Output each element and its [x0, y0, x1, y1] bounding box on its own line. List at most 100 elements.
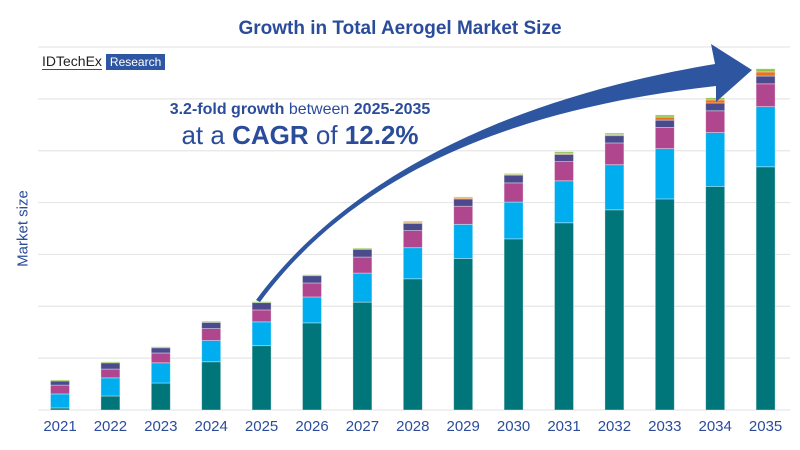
- bar-segment-2027-s2: [352, 272, 373, 303]
- bar-segment-2031-s3: [554, 161, 574, 182]
- x-tick-label: 2031: [547, 418, 580, 435]
- bar-segment-2029-s2: [453, 223, 474, 259]
- bar-segment-2022-s6: [100, 361, 121, 364]
- x-tick-label: 2033: [648, 418, 681, 435]
- bar-segment-2028-s3: [402, 230, 423, 249]
- bar-segment-2031-s2: [554, 180, 574, 224]
- x-tick-label: 2030: [497, 418, 530, 435]
- x-tick-label: 2034: [699, 418, 732, 435]
- x-tick-label: 2021: [43, 418, 76, 435]
- bar-segment-2031-s4: [554, 153, 574, 163]
- bar-segment-2030-s3: [503, 182, 524, 203]
- bar-segment-2029-s4: [453, 198, 474, 207]
- bar-segment-2024-s2: [201, 340, 222, 363]
- bar-segment-2027-s6: [352, 247, 373, 250]
- annotation-of: of: [315, 120, 338, 150]
- idtechex-logo: IDTechEx Research: [42, 53, 166, 70]
- bar-segment-2030-s2: [503, 201, 524, 240]
- bar-segment-2032-s6: [604, 132, 625, 136]
- chart-title: Growth in Total Aerogel Market Size: [238, 18, 562, 39]
- bar-segment-2034-s1: [705, 186, 726, 411]
- bar-segment-2034-s5: [705, 99, 726, 104]
- bar-segment-2026-s3: [302, 282, 322, 298]
- bar-segment-2034-s6: [705, 97, 726, 101]
- bar-segment-2028-s4: [402, 222, 423, 231]
- bar-segment-2022-s4: [100, 362, 121, 370]
- bar-segment-2027-s3: [352, 256, 373, 274]
- logo-tag: Research: [105, 54, 166, 70]
- bar-segment-2024-s1: [201, 361, 222, 411]
- growth-arrow: [256, 44, 752, 302]
- bar-segment-2033-s1: [654, 198, 675, 411]
- bar-segment-2031-s1: [554, 222, 574, 411]
- x-tick-label: 2028: [396, 418, 429, 435]
- annotation-cagr: CAGR: [232, 120, 309, 150]
- bar-segment-2024-s6: [201, 320, 222, 323]
- annotation-cagr-value: 12.2%: [344, 120, 419, 150]
- bar-segment-2032-s1: [604, 209, 625, 411]
- bar-segment-2030-s1: [503, 238, 524, 411]
- bar-segment-2028-s6: [402, 220, 423, 223]
- bar-segment-2025-s6: [251, 301, 272, 304]
- bar-segment-2023-s3: [150, 352, 171, 364]
- x-tick-label: 2025: [245, 418, 278, 435]
- bar-segment-2025-s2: [251, 321, 272, 347]
- x-tick-label: 2026: [295, 418, 328, 435]
- bar-segment-2034-s3: [705, 110, 726, 133]
- bar-segment-2030-s6: [503, 173, 524, 175]
- annotation-at-a: at a: [181, 120, 225, 150]
- y-axis-label: Market size: [14, 190, 32, 267]
- x-tick-label: 2035: [749, 418, 782, 435]
- bar-segment-2025-s1: [251, 345, 272, 411]
- bar-segment-2029-s6: [453, 196, 474, 199]
- annotation-line2: at a CAGR of 12.2%: [150, 120, 450, 151]
- bar-segment-2027-s4: [352, 248, 373, 258]
- x-tick-label: 2032: [598, 418, 631, 435]
- bar-segment-2024-s3: [201, 328, 222, 341]
- x-tick-label: 2024: [195, 418, 228, 435]
- bar-segment-2034-s4: [705, 102, 726, 112]
- x-tick-label: 2029: [447, 418, 480, 435]
- bar-segment-2022-s2: [100, 377, 121, 397]
- bar-segment-2029-s3: [453, 205, 474, 225]
- bar-segment-2026-s2: [302, 296, 322, 324]
- bar-segment-2032-s3: [604, 142, 625, 166]
- bar-segment-2028-s2: [402, 247, 423, 280]
- bar-segment-2031-s6: [554, 151, 574, 154]
- bar-segment-2025-s3: [251, 309, 272, 323]
- logo-brand: IDTechEx: [42, 53, 102, 70]
- annotation-growth: 3.2-fold growth: [169, 101, 285, 118]
- bar-segment-2033-s4: [654, 119, 675, 128]
- bar-segment-2028-s1: [402, 278, 423, 411]
- bar-segment-2021-s3: [50, 384, 70, 395]
- bar-segment-2023-s2: [150, 362, 171, 384]
- bar-segment-2026-s4: [302, 275, 322, 284]
- bar-segment-2034-s2: [705, 132, 726, 187]
- bar-segment-2035-s4: [755, 75, 776, 85]
- bar-segment-2033-s5: [654, 116, 675, 121]
- x-tick-label: 2022: [94, 418, 127, 435]
- bar-segment-2021-s6: [50, 379, 70, 382]
- bar-segment-2022-s3: [100, 368, 121, 379]
- bar-segment-2035-s1: [755, 166, 776, 411]
- bar-segment-2026-s1: [302, 322, 322, 411]
- bar-segment-2023-s4: [150, 347, 171, 354]
- bar-segment-2023-s1: [150, 382, 171, 411]
- bar-segment-2032-s2: [604, 164, 625, 211]
- annotation-years: 2025-2035: [353, 101, 431, 118]
- bar-segment-2023-s6: [150, 346, 171, 349]
- x-tick-label: 2023: [144, 418, 177, 435]
- x-tick-label: 2027: [346, 418, 379, 435]
- bar-segment-2033-s6: [654, 114, 675, 118]
- bar-segment-2024-s4: [201, 321, 222, 329]
- bar-segment-2032-s4: [604, 135, 625, 144]
- bar-segment-2027-s1: [352, 301, 373, 411]
- annotation-between: between: [288, 101, 350, 118]
- bar-segment-2022-s1: [100, 395, 121, 411]
- bar-segment-2026-s6: [302, 274, 322, 277]
- annotation-line1: 3.2-fold growth between 2025-2035: [150, 101, 450, 119]
- bar-segment-2029-s1: [453, 258, 474, 411]
- bar-segment-2021-s2: [50, 393, 70, 409]
- bar-segment-2035-s2: [755, 106, 776, 168]
